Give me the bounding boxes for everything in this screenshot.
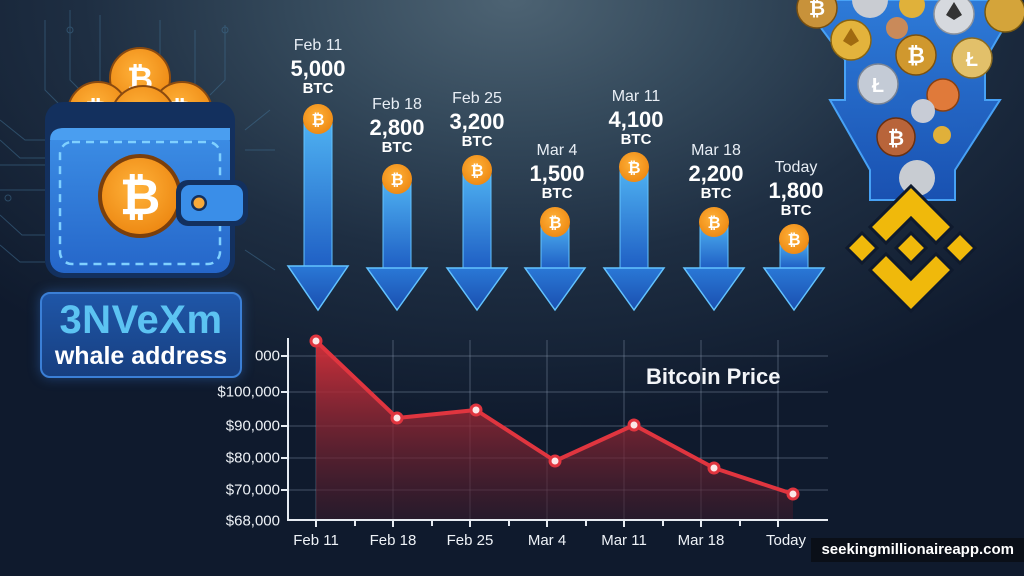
flow-unit: BTC	[302, 80, 334, 97]
svg-text:₿: ₿	[311, 111, 324, 129]
watermark: seekingmillionaireapp.com	[811, 538, 1024, 562]
flow-amount: 2,800	[369, 115, 425, 140]
flow-amount: 5,000	[290, 56, 346, 81]
x-tick-label: Feb 25	[446, 532, 494, 549]
flow-unit: BTC	[541, 185, 573, 202]
chart-title: Bitcoin Price	[646, 364, 781, 389]
flow-label-feb-11: Feb 11 5,000 BTC	[273, 37, 363, 97]
flow-date: Mar 11	[611, 88, 661, 105]
svg-text:₿: ₿	[888, 128, 904, 150]
flow-date: Mar 4	[536, 142, 578, 159]
outflow-arrow-mar-18: ₿	[682, 207, 746, 312]
x-tick-label: Mar 4	[527, 532, 567, 549]
flow-unit: BTC	[461, 133, 493, 150]
exchange-funnel: ₿ ₿ Ł Ł ₿	[796, 0, 1024, 201]
svg-text:₿: ₿	[120, 169, 161, 225]
x-tick-label: Today	[765, 532, 807, 549]
flow-label-mar-11: Mar 11 4,100 BTC	[591, 88, 681, 148]
flow-label-feb-18: Feb 18 2,800 BTC	[352, 96, 442, 156]
svg-text:₿: ₿	[787, 231, 800, 249]
flow-amount: 3,200	[449, 109, 505, 134]
y-tick-label: $90,000	[225, 417, 280, 435]
flow-date: Feb 11	[293, 37, 343, 54]
flow-amount: 1,800	[768, 178, 824, 203]
x-tick-label: Feb 18	[369, 532, 417, 549]
outflow-arrow-mar-11: ₿	[602, 152, 666, 312]
flow-date: Mar 18	[691, 142, 741, 159]
flow-unit: BTC	[700, 185, 732, 202]
flow-amount: 2,200	[688, 161, 744, 186]
circuit-pattern	[0, 10, 276, 271]
wallet-address: 3NVeXm	[59, 298, 223, 342]
svg-text:₿: ₿	[907, 43, 925, 68]
price-chart	[281, 334, 828, 527]
x-tick-label: Mar 11	[601, 532, 647, 549]
outflow-arrow-feb-18: ₿	[365, 164, 429, 312]
flow-date: Feb 25	[452, 90, 502, 107]
binance-logo-icon	[844, 183, 978, 314]
svg-text:₿: ₿	[390, 171, 403, 189]
flow-date: Today	[774, 159, 818, 176]
svg-text:₿: ₿	[548, 214, 561, 232]
flow-label-today: Today 1,800 BTC	[751, 159, 841, 219]
svg-text:Ł: Ł	[872, 75, 884, 97]
whale-address-badge: 3NVeXm whale address	[40, 292, 242, 378]
x-tick-label: Mar 18	[677, 532, 725, 549]
flow-label-mar-4: Mar 4 1,500 BTC	[512, 142, 602, 202]
flow-unit: BTC	[381, 139, 413, 156]
svg-text:₿: ₿	[470, 162, 483, 180]
svg-text:₿: ₿	[809, 0, 825, 20]
wallet-icon: ₿ ₿ ₿ ₿ ₿	[45, 47, 248, 278]
svg-text:Ł: Ł	[966, 49, 978, 71]
x-tick-label: Feb 11	[293, 532, 339, 549]
outflow-arrow-feb-25: ₿	[445, 155, 509, 312]
y-tick-label: $70,000	[225, 481, 280, 499]
y-tick-label: 000	[254, 347, 280, 365]
svg-text:₿: ₿	[707, 214, 720, 232]
price-points	[309, 334, 800, 501]
flow-label-feb-25: Feb 25 3,200 BTC	[432, 90, 522, 150]
outflow-arrows: ₿ ₿ ₿ ₿ ₿ ₿	[286, 104, 826, 312]
y-tick-label: $80,000	[225, 449, 280, 467]
flow-amount: 4,100	[608, 107, 664, 132]
y-tick-label: $100,000	[217, 383, 280, 401]
outflow-arrow-today: ₿	[762, 224, 826, 312]
outflow-arrow-mar-4: ₿	[523, 207, 587, 312]
flow-label-mar-18: Mar 18 2,200 BTC	[671, 142, 761, 202]
flow-unit: BTC	[780, 202, 812, 219]
flow-amount: 1,500	[529, 161, 585, 186]
svg-text:₿: ₿	[627, 159, 640, 177]
y-tick-label: $68,000	[225, 512, 280, 530]
wallet-address-label: whale address	[54, 342, 228, 370]
outflow-arrow-feb-11: ₿	[286, 104, 350, 312]
crypto-coins: ₿ ₿ Ł Ł ₿	[796, 0, 1024, 196]
flow-unit: BTC	[620, 131, 652, 148]
flow-date: Feb 18	[372, 96, 422, 113]
